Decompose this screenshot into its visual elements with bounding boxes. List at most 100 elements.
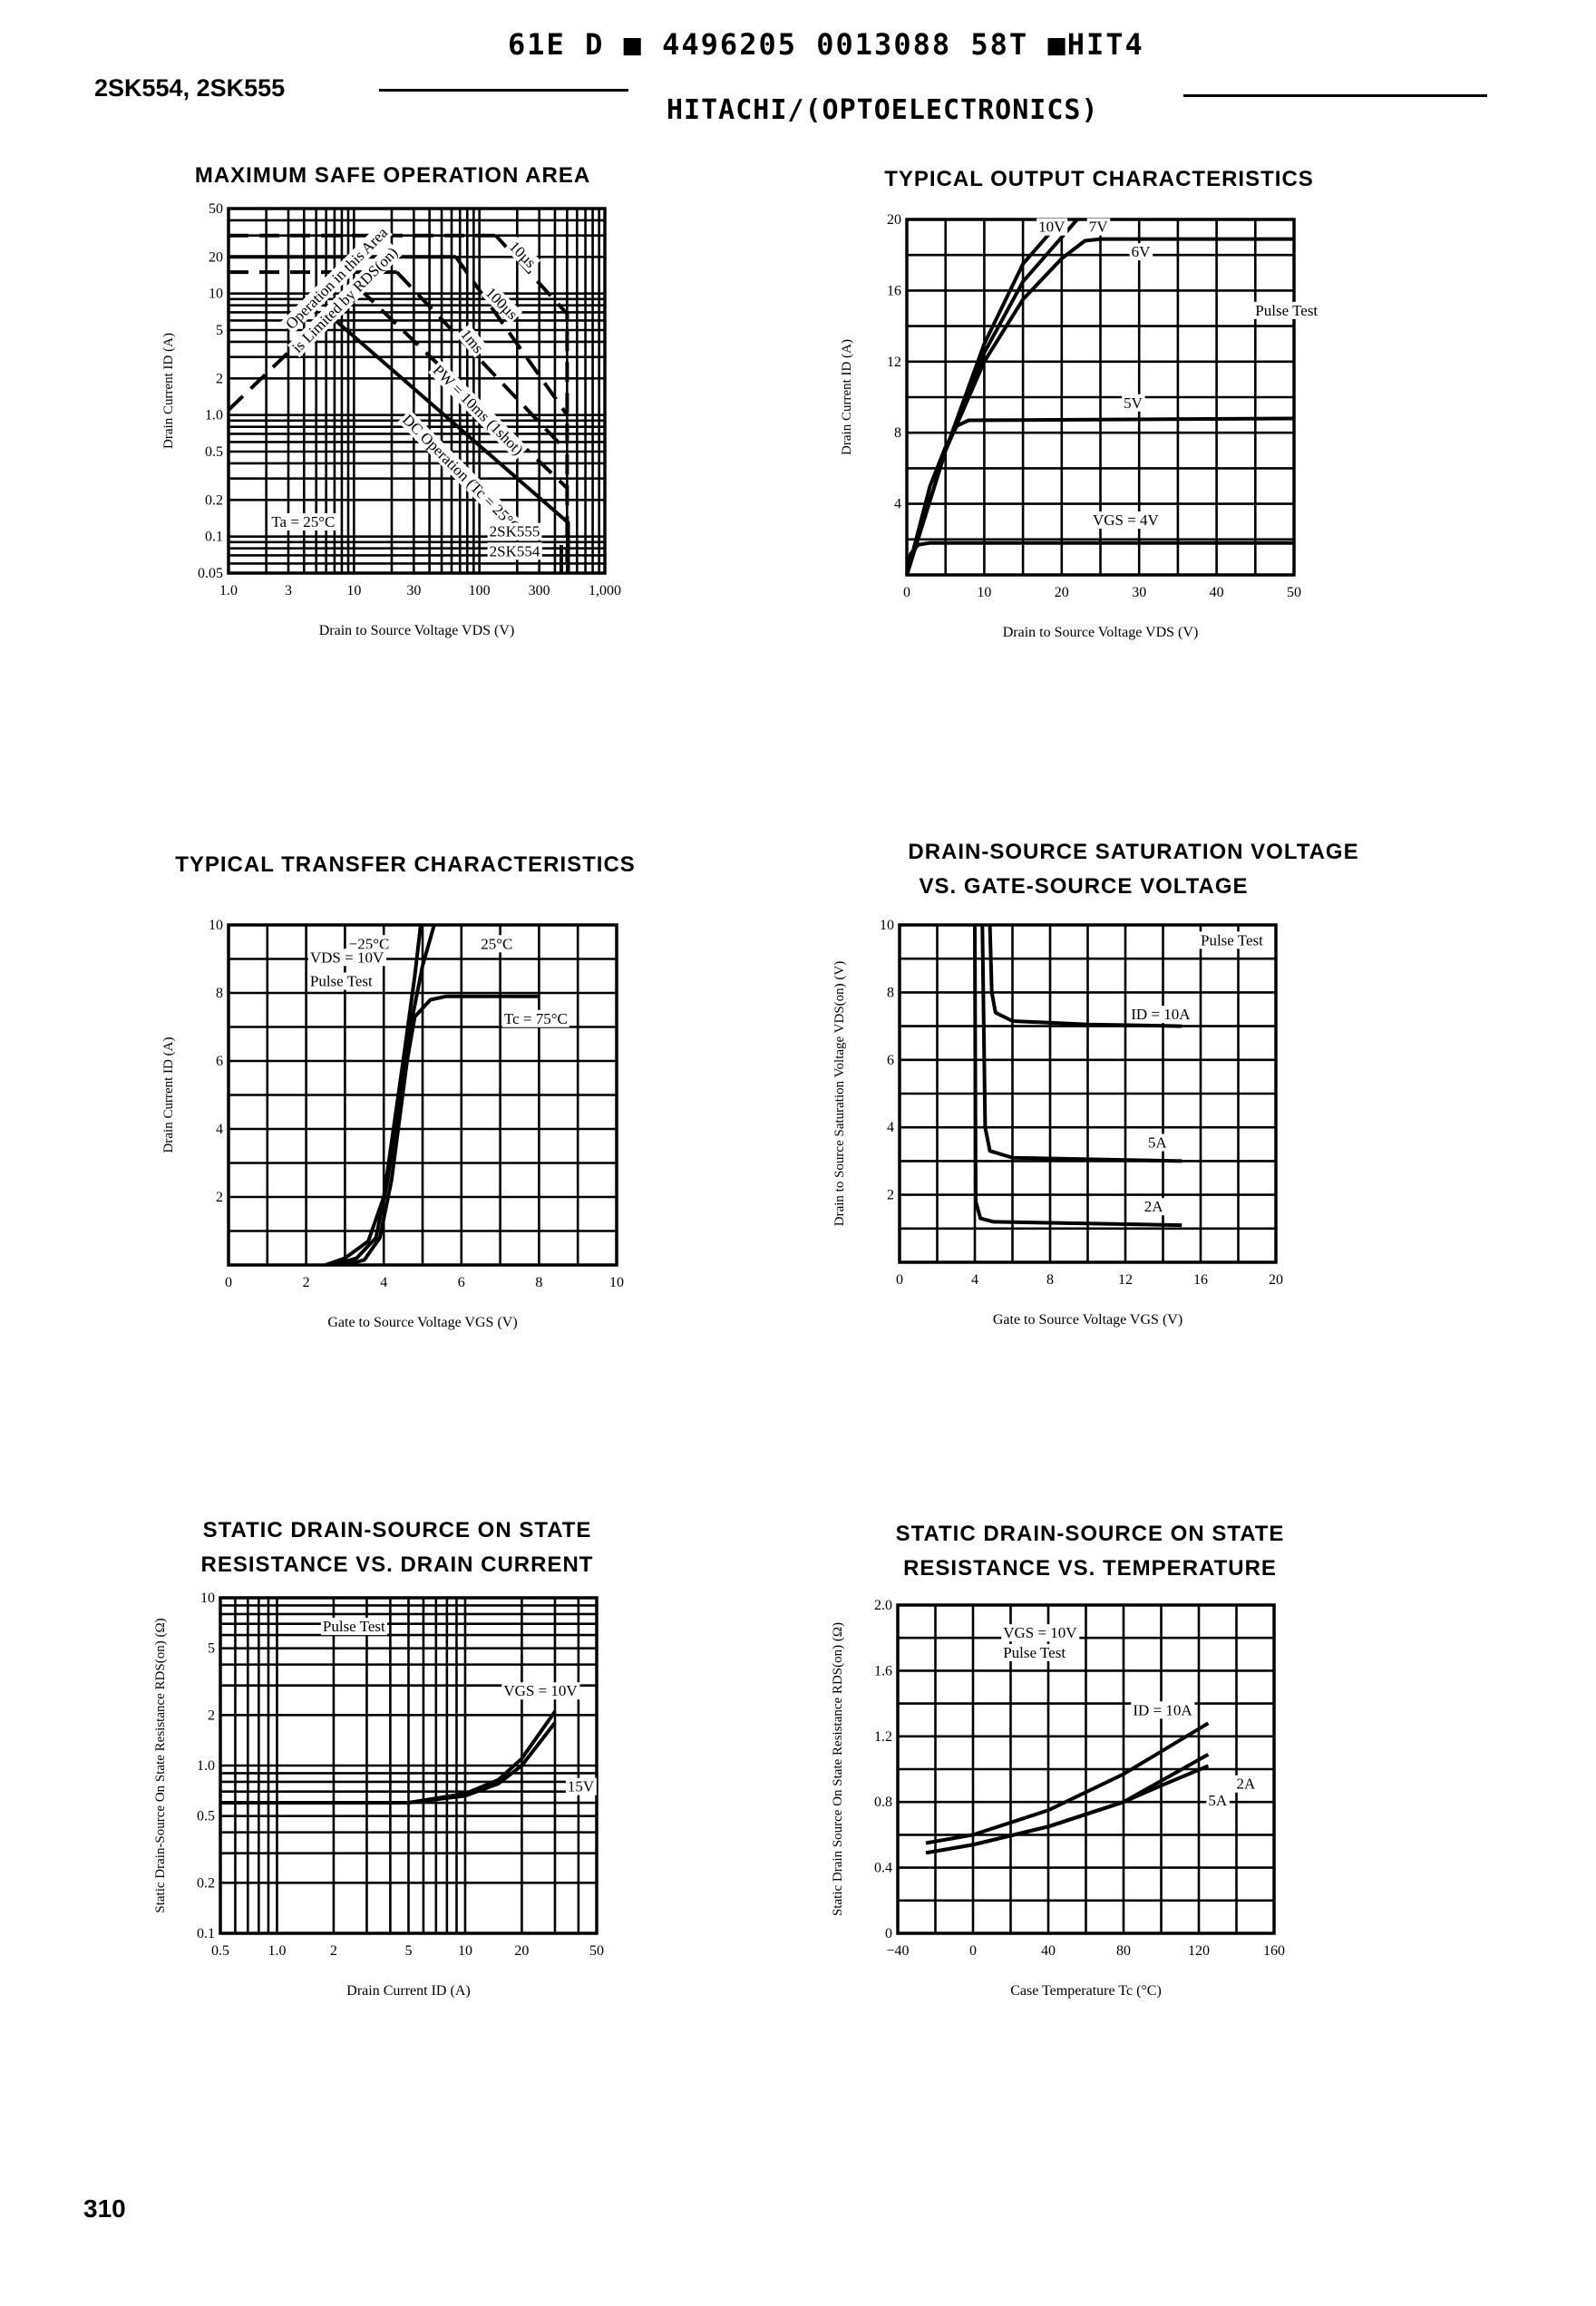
series-line: [395, 270, 569, 453]
plot-frame: [227, 207, 607, 575]
x-tick-label: 120: [1188, 1943, 1210, 1959]
annotation-background: [320, 1618, 388, 1636]
document-code-line: 61E D ■ 4496205 0013088 58T ■HIT4: [508, 27, 1144, 62]
annotation-label: 2SK554: [490, 542, 540, 559]
x-axis-label: Case Temperature Tc (°C): [1010, 1983, 1162, 1999]
y-tick-label: 0.5: [197, 1809, 215, 1824]
y-tick-label: 1.0: [197, 1758, 215, 1774]
annotation-background: [487, 522, 542, 540]
x-tick-label: 8: [535, 1275, 542, 1290]
annotation-label: Pulse Test: [1003, 1644, 1066, 1661]
x-tick-label: 2: [303, 1275, 310, 1290]
annotation-background: [397, 409, 530, 541]
x-tick-label: 160: [1263, 1943, 1285, 1959]
x-tick-label: 20: [1055, 585, 1069, 600]
series-line: [344, 994, 540, 1267]
plot-frame: [227, 923, 618, 1267]
x-tick-label: 2: [330, 1943, 337, 1959]
x-tick-label: 1.0: [219, 583, 238, 598]
part-numbers: 2SK554, 2SK555: [94, 74, 286, 102]
x-tick-label: 0.5: [211, 1943, 229, 1959]
y-axis-label: Static Drain Source On State Resistance …: [831, 1622, 845, 1916]
series-line: [905, 540, 1294, 576]
annotation-label: VGS = 4V: [1093, 511, 1160, 529]
series-line: [980, 924, 1182, 1163]
annotation-label: 25°C: [481, 935, 512, 952]
annotation-background: [479, 935, 515, 953]
y-axis-label: Static Drain-Source On State Resistance …: [153, 1618, 168, 1912]
x-tick-label: 0: [969, 1943, 977, 1959]
series-line: [925, 1764, 1210, 1855]
annotation-background: [1122, 394, 1145, 412]
annotation-background: [1199, 931, 1266, 949]
y-tick-label: 1.2: [874, 1729, 892, 1745]
y-tick-label: 4: [894, 497, 901, 512]
x-tick-label: −40: [886, 1943, 909, 1959]
annotation-label: 10V: [1038, 219, 1066, 236]
x-tick-label: 1.0: [268, 1943, 286, 1959]
annotation-background: [455, 324, 489, 358]
annotation-label: Tc = 75°C: [504, 1010, 568, 1027]
annotation-label: 6V: [1132, 243, 1152, 260]
y-tick-label: 0.2: [205, 492, 223, 508]
annotation-background: [1086, 218, 1111, 236]
annotation-background: [1001, 1643, 1068, 1661]
annotation-background: [501, 1682, 580, 1700]
x-tick-label: 300: [529, 583, 550, 598]
y-tick-label: 50: [209, 201, 223, 217]
annotation-background: [481, 282, 523, 325]
x-tick-label: 10: [458, 1943, 472, 1959]
y-tick-label: 16: [887, 283, 901, 298]
annotation-background: [504, 236, 541, 273]
y-tick-label: 5: [208, 1641, 215, 1657]
x-tick-label: 6: [458, 1275, 465, 1290]
annotation-label: 5A: [1148, 1134, 1168, 1152]
y-tick-label: 1.6: [874, 1663, 892, 1678]
annotation-label: −25°C: [349, 935, 390, 952]
series-line: [220, 1710, 557, 1805]
y-tick-label: 8: [216, 986, 223, 1001]
y-axis-label: Drain Current ID (A): [161, 1037, 176, 1153]
annotation-background: [487, 542, 542, 560]
y-tick-label: 0: [885, 1926, 892, 1941]
x-tick-label: 20: [514, 1943, 529, 1959]
x-tick-label: 1,000: [589, 583, 621, 598]
x-axis-label: Gate to Source Voltage VGS (V): [327, 1315, 517, 1330]
x-tick-label: 4: [971, 1272, 978, 1288]
y-tick-label: 2.0: [874, 1598, 892, 1613]
annotation-background: [1253, 301, 1320, 319]
chart-subtitle: RESISTANCE VS. TEMPERATURE: [903, 1556, 1277, 1581]
annotation-label: 2A: [1144, 1198, 1164, 1215]
annotation-background: [1129, 243, 1153, 261]
y-tick-label: 2: [216, 371, 223, 386]
x-tick-label: 4: [380, 1275, 387, 1290]
x-tick-label: 5: [405, 1943, 413, 1959]
annotation-label: Pulse Test: [323, 1618, 385, 1635]
x-tick-label: 80: [1116, 1943, 1131, 1959]
annotation-background: [1131, 1701, 1195, 1719]
x-tick-label: 10: [977, 585, 991, 600]
y-tick-label: 8: [894, 425, 901, 441]
y-tick-label: 2: [208, 1708, 215, 1723]
annotation-label: VDS = 10V: [310, 949, 384, 966]
x-tick-label: 8: [1046, 1272, 1054, 1288]
annotation-label: 5A: [1208, 1792, 1228, 1809]
y-tick-label: 0.05: [198, 566, 223, 581]
chart-title: TYPICAL OUTPUT CHARACTERISTICS: [884, 167, 1314, 191]
chart-title: MAXIMUM SAFE OPERATION AREA: [194, 163, 591, 188]
series-line: [333, 924, 436, 1267]
y-tick-label: 2: [216, 1190, 223, 1205]
x-tick-label: 30: [1132, 585, 1146, 600]
annotation-label: ID = 10A: [1131, 1006, 1191, 1023]
plot-frame: [219, 1596, 598, 1935]
y-tick-label: 8: [887, 985, 894, 1000]
annotation-background: [346, 935, 392, 953]
y-tick-label: 4: [216, 1122, 223, 1137]
x-tick-label: 40: [1041, 1943, 1056, 1959]
annotation-label: 7V: [1089, 219, 1109, 236]
header-rule-left: [379, 89, 628, 92]
chart-title: STATIC DRAIN-SOURCE ON STATE: [202, 1518, 592, 1542]
annotation-background: [280, 222, 393, 335]
annotation-background: [1206, 1791, 1230, 1809]
